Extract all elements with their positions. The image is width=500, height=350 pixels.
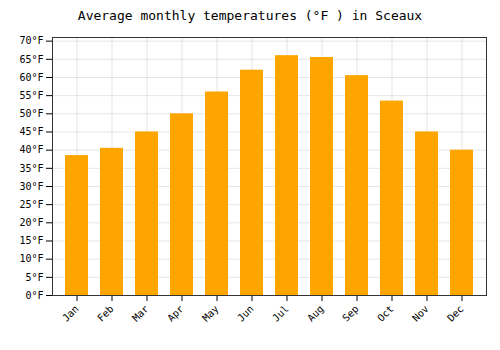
svg-text:Dec: Dec [445, 303, 466, 324]
svg-text:25°F: 25°F [19, 199, 43, 210]
svg-text:45°F: 45°F [19, 126, 43, 137]
html-text:Average monthly temperatures (: Average monthly temperatures (°F ) in Sc… [77, 8, 423, 23]
svg-text:40°F: 40°F [19, 144, 43, 155]
svg-text:55°F: 55°F [19, 90, 43, 101]
svg-text:May: May [200, 303, 221, 324]
svg-text:Jul: Jul [270, 303, 291, 324]
svg-text:70°F: 70°F [19, 35, 43, 46]
svg-text:Jun: Jun [235, 303, 256, 324]
svg-text:Nov: Nov [410, 303, 431, 324]
svg-text:5°F: 5°F [25, 272, 43, 283]
svg-text:60°F: 60°F [19, 72, 43, 83]
svg-text:20°F: 20°F [19, 217, 43, 228]
svg-text:Feb: Feb [95, 303, 116, 324]
svg-text:Sep: Sep [340, 303, 361, 324]
svg-text:0°F: 0°F [25, 290, 43, 301]
svg-text:Aug: Aug [305, 303, 326, 324]
svg-text:65°F: 65°F [19, 54, 43, 65]
svg-text:Jan: Jan [60, 303, 81, 324]
svg-text:15°F: 15°F [19, 235, 43, 246]
svg-text:Mar: Mar [130, 303, 151, 324]
svg-text:35°F: 35°F [19, 163, 43, 174]
svg-text:30°F: 30°F [19, 181, 43, 192]
svg-text:10°F: 10°F [19, 253, 43, 264]
svg-text:Apr: Apr [165, 303, 186, 324]
svg-text:50°F: 50°F [19, 108, 43, 119]
svg-text:Oct: Oct [375, 303, 396, 324]
